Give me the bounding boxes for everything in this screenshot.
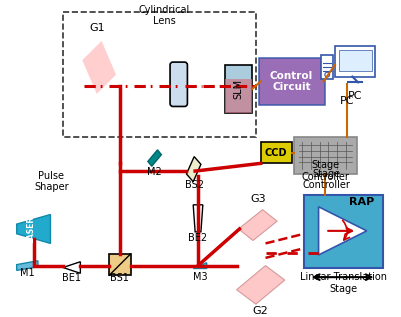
Bar [335, 46, 375, 77]
Text: LASER: LASER [27, 215, 36, 243]
Bar [322, 55, 333, 80]
Bar [225, 80, 252, 113]
Polygon shape [148, 150, 161, 166]
Polygon shape [63, 262, 80, 273]
Bar [225, 65, 252, 113]
Text: BS1: BS1 [110, 273, 130, 283]
Text: Linear Translation
Stage: Linear Translation Stage [300, 272, 387, 294]
FancyBboxPatch shape [170, 62, 187, 107]
Text: Pulse
Shaper: Pulse Shaper [34, 171, 69, 192]
Text: PC: PC [348, 91, 363, 101]
Polygon shape [239, 210, 277, 241]
Text: Control
Circuit: Control Circuit [270, 71, 313, 92]
Polygon shape [17, 215, 51, 243]
Text: SLM: SLM [233, 79, 243, 99]
Text: BE1: BE1 [62, 273, 81, 283]
Polygon shape [17, 261, 38, 270]
Polygon shape [318, 207, 367, 255]
Text: RAP: RAP [349, 197, 375, 207]
Text: G3: G3 [250, 194, 265, 204]
Text: M2: M2 [147, 167, 162, 177]
Bar [261, 142, 292, 163]
Text: G1: G1 [89, 23, 105, 33]
Polygon shape [193, 263, 207, 268]
FancyBboxPatch shape [259, 58, 325, 106]
Polygon shape [82, 41, 116, 94]
Text: M3: M3 [192, 272, 207, 282]
Bar [304, 195, 383, 268]
Bar [294, 137, 357, 174]
Text: CCD: CCD [265, 148, 288, 158]
Text: BS2: BS2 [185, 180, 204, 191]
Text: Stage
Controller: Stage Controller [302, 160, 349, 182]
Bar [339, 49, 372, 71]
Text: Stage
Controller: Stage Controller [302, 169, 350, 191]
Text: BE2: BE2 [188, 234, 208, 243]
Polygon shape [186, 157, 201, 182]
Text: M1: M1 [20, 268, 34, 278]
Text: G2: G2 [253, 306, 269, 316]
Polygon shape [193, 205, 203, 232]
Text: Cylindrical
Lens: Cylindrical Lens [139, 5, 190, 27]
Text: PC: PC [340, 95, 355, 106]
Polygon shape [237, 266, 285, 304]
Bar [109, 254, 130, 275]
